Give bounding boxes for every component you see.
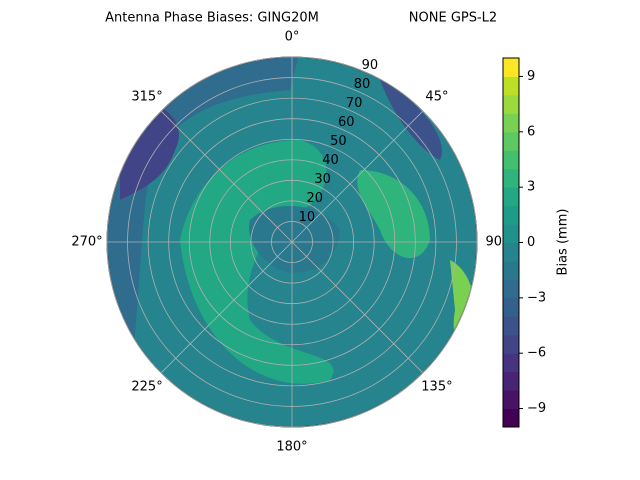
colorbar-band — [503, 316, 519, 336]
field-region — [380, 80, 442, 160]
colorbar-band — [503, 353, 519, 373]
theta-tick-label: 315° — [131, 90, 162, 105]
theta-tick-label: 45° — [425, 90, 448, 105]
r-tick-label: 40 — [322, 153, 339, 168]
theta-tick-label: 135° — [421, 379, 452, 394]
theta-tick-label: 180° — [276, 440, 307, 455]
colorbar-band — [503, 408, 519, 428]
colorbar-band — [503, 334, 519, 354]
grid-spoke — [291, 110, 424, 243]
colorbar-tick-label: 9 — [527, 69, 535, 84]
colorbar-band — [503, 131, 519, 151]
colorbar-band — [503, 242, 519, 262]
colorbar-band — [503, 371, 519, 391]
grid-spoke — [291, 241, 424, 374]
colorbar-band — [503, 187, 519, 207]
colorbar-band — [503, 58, 519, 77]
colorbar-band — [503, 94, 519, 114]
r-tick-label: 60 — [338, 115, 355, 130]
colorbar-band — [503, 279, 519, 299]
r-tick-label: 70 — [346, 96, 363, 111]
r-tick-label: 80 — [354, 77, 371, 92]
colorbar-tick-label: −6 — [527, 346, 546, 361]
colorbar-band — [503, 205, 519, 225]
r-tick-label: 90 — [362, 58, 379, 73]
r-tick-label: 10 — [299, 210, 316, 225]
grid-spoke — [160, 241, 293, 374]
colorbar-tick-label: −9 — [527, 401, 546, 416]
colorbar-tick-label: 3 — [527, 180, 535, 195]
colorbar-tick-label: 0 — [527, 235, 535, 250]
field-region — [357, 170, 430, 259]
r-tick-label: 20 — [307, 191, 324, 206]
colorbar-band — [503, 113, 519, 133]
r-tick-label: 50 — [330, 134, 347, 149]
colorbar-label: Bias (mm) — [556, 209, 571, 276]
colorbar-band — [503, 76, 519, 96]
colorbar-band — [503, 390, 519, 410]
colorbar-tick-label: −3 — [527, 290, 546, 305]
colorbar-band — [503, 260, 519, 280]
colorbar-band — [503, 297, 519, 317]
colorbar-band — [503, 168, 519, 188]
colorbar-band — [503, 224, 519, 243]
colorbar-tick-label: 6 — [527, 124, 535, 139]
theta-tick-label: 270° — [71, 235, 102, 250]
theta-tick-label: 225° — [131, 379, 162, 394]
theta-tick-label: 0° — [285, 30, 300, 45]
chart-title: Antenna Phase Biases: GING20M — [105, 11, 319, 26]
chart-subtitle: NONE GPS-L2 — [409, 11, 497, 26]
colorbar-band — [503, 150, 519, 170]
r-tick-label: 30 — [314, 172, 331, 187]
grid-spoke — [160, 110, 293, 243]
